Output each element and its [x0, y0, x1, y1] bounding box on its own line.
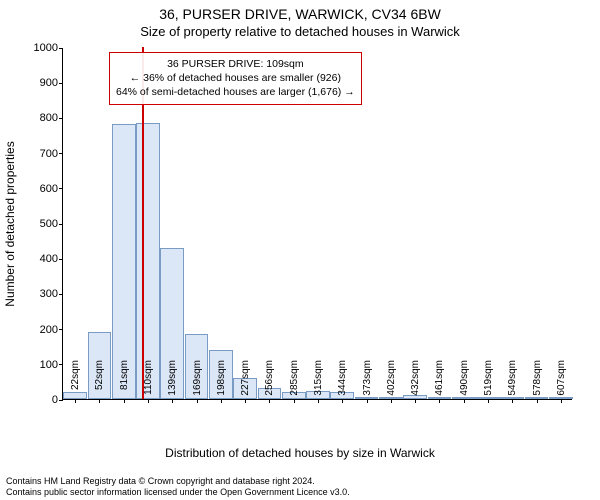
- y-tick-label: 100: [40, 359, 58, 371]
- x-tick-label: 344sqm: [337, 360, 348, 404]
- x-tick-label: 461sqm: [434, 360, 445, 404]
- y-tick: [59, 224, 63, 225]
- y-tick: [59, 188, 63, 189]
- x-tick-label: 139sqm: [167, 360, 178, 404]
- annotation-line: ← 36% of detached houses are smaller (92…: [116, 71, 355, 85]
- x-tick-label: 607sqm: [556, 360, 567, 404]
- x-tick-label: 52sqm: [94, 360, 105, 404]
- x-tick-label: 110sqm: [143, 360, 154, 404]
- chart-container: 36, PURSER DRIVE, WARWICK, CV34 6BW Size…: [0, 0, 600, 500]
- footer-line-1: Contains HM Land Registry data © Crown c…: [6, 476, 350, 487]
- chart-title-sub: Size of property relative to detached ho…: [0, 22, 600, 43]
- y-tick-label: 700: [40, 148, 58, 160]
- x-tick-label: 285sqm: [289, 360, 300, 404]
- chart-title-main: 36, PURSER DRIVE, WARWICK, CV34 6BW: [0, 0, 600, 22]
- annotation-line: 64% of semi-detached houses are larger (…: [116, 85, 355, 99]
- y-tick-label: 900: [40, 77, 58, 89]
- y-tick-label: 0: [52, 394, 58, 406]
- y-tick: [59, 294, 63, 295]
- y-tick: [59, 83, 63, 84]
- x-tick-label: 81sqm: [119, 360, 130, 404]
- y-tick-label: 500: [40, 218, 58, 230]
- annotation-line: 36 PURSER DRIVE: 109sqm: [116, 57, 355, 71]
- y-tick-label: 400: [40, 253, 58, 265]
- x-tick-label: 227sqm: [240, 360, 251, 404]
- y-tick: [59, 400, 63, 401]
- x-tick-label: 432sqm: [410, 360, 421, 404]
- y-tick: [59, 329, 63, 330]
- y-tick-label: 200: [40, 324, 58, 336]
- y-tick: [59, 259, 63, 260]
- histogram-bar: [112, 124, 136, 399]
- attribution-footer: Contains HM Land Registry data © Crown c…: [6, 476, 350, 499]
- footer-line-2: Contains public sector information licen…: [6, 487, 350, 498]
- x-tick-label: 22sqm: [70, 360, 81, 404]
- x-tick-label: 578sqm: [532, 360, 543, 404]
- plot-area: 36 PURSER DRIVE: 109sqm← 36% of detached…: [62, 48, 572, 400]
- x-tick-label: 549sqm: [507, 360, 518, 404]
- x-tick-label: 373sqm: [362, 360, 373, 404]
- y-tick: [59, 153, 63, 154]
- y-tick-label: 800: [40, 112, 58, 124]
- x-tick-label: 256sqm: [264, 360, 275, 404]
- x-axis-label: Distribution of detached houses by size …: [0, 446, 600, 460]
- y-tick-label: 1000: [34, 42, 58, 54]
- x-tick-label: 519sqm: [483, 360, 494, 404]
- histogram-bar: [136, 123, 160, 399]
- x-tick-label: 198sqm: [216, 360, 227, 404]
- y-axis-label: Number of detached properties: [3, 141, 17, 306]
- y-tick: [59, 364, 63, 365]
- y-tick-label: 300: [40, 288, 58, 300]
- x-tick-label: 169sqm: [192, 360, 203, 404]
- x-tick-label: 315sqm: [313, 360, 324, 404]
- y-tick-label: 600: [40, 183, 58, 195]
- x-tick-label: 490sqm: [459, 360, 470, 404]
- annotation-box: 36 PURSER DRIVE: 109sqm← 36% of detached…: [109, 52, 362, 105]
- y-tick: [59, 48, 63, 49]
- y-tick: [59, 118, 63, 119]
- x-tick-label: 402sqm: [386, 360, 397, 404]
